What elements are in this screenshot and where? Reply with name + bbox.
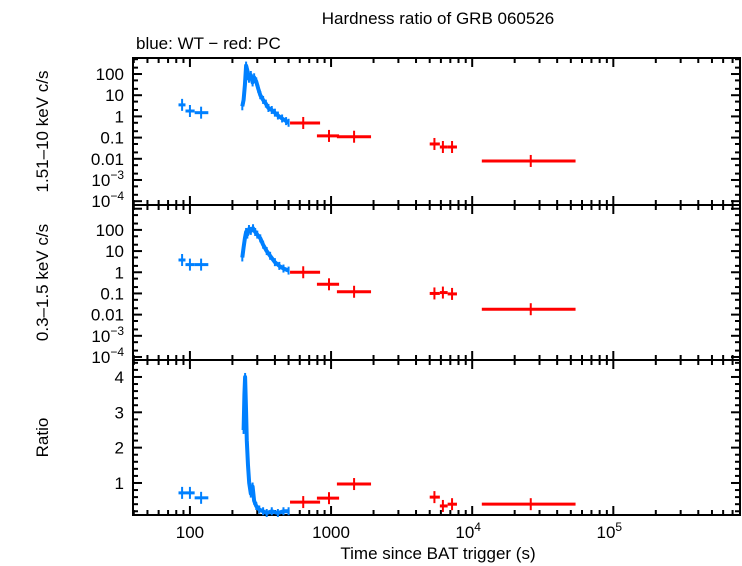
y-tick-label: 4 [115, 368, 124, 387]
y-tick-label: 100 [96, 221, 124, 240]
series-PC [290, 266, 576, 316]
y-axis-label: 1.51–10 keV c/s [33, 71, 52, 193]
chart-title: Hardness ratio of GRB 060526 [322, 9, 554, 28]
y-tick-label: 10 [105, 86, 124, 105]
y-tick-label: 0.01 [91, 150, 124, 169]
y-tick-label: 0.01 [91, 306, 124, 325]
y-tick-label: 1 [115, 474, 124, 493]
panel-frame-0 [132, 57, 741, 206]
y-tick-label: 10 [105, 242, 124, 261]
panel-frame-1 [132, 204, 741, 361]
x-tick-label: 105 [597, 520, 623, 542]
y-tick-label: 10−4 [91, 345, 124, 367]
series-PC [290, 116, 576, 167]
x-tick-label: 1000 [312, 523, 350, 542]
y-tick-label: 100 [96, 65, 124, 84]
series-WT [178, 372, 290, 518]
y-tick-label: 0.1 [100, 129, 124, 148]
y-tick-label: 3 [115, 403, 124, 422]
y-tick-label: 0.1 [100, 284, 124, 303]
x-tick-label: 100 [176, 523, 204, 542]
series-PC [290, 478, 576, 512]
series-WT [178, 61, 290, 127]
series-WT [178, 224, 290, 275]
y-axis-label: 0.3–1.5 keV c/s [33, 224, 52, 341]
y-tick-label: 10−3 [91, 168, 124, 190]
y-tick-label: 10−3 [91, 324, 124, 346]
y-tick-label: 1 [115, 263, 124, 282]
x-tick-label: 104 [455, 520, 481, 542]
chart-subtitle: blue: WT − red: PC [136, 34, 281, 53]
x-axis-label: Time since BAT trigger (s) [340, 544, 535, 563]
y-axis-label: Ratio [33, 418, 52, 458]
y-tick-label: 10−4 [91, 189, 124, 211]
y-tick-label: 1 [115, 107, 124, 126]
panel-frame-2 [132, 359, 741, 516]
wt-flare-line [240, 226, 290, 273]
wt-flare-line [240, 63, 290, 125]
y-tick-label: 2 [115, 439, 124, 458]
wt-flare-line [241, 375, 289, 515]
